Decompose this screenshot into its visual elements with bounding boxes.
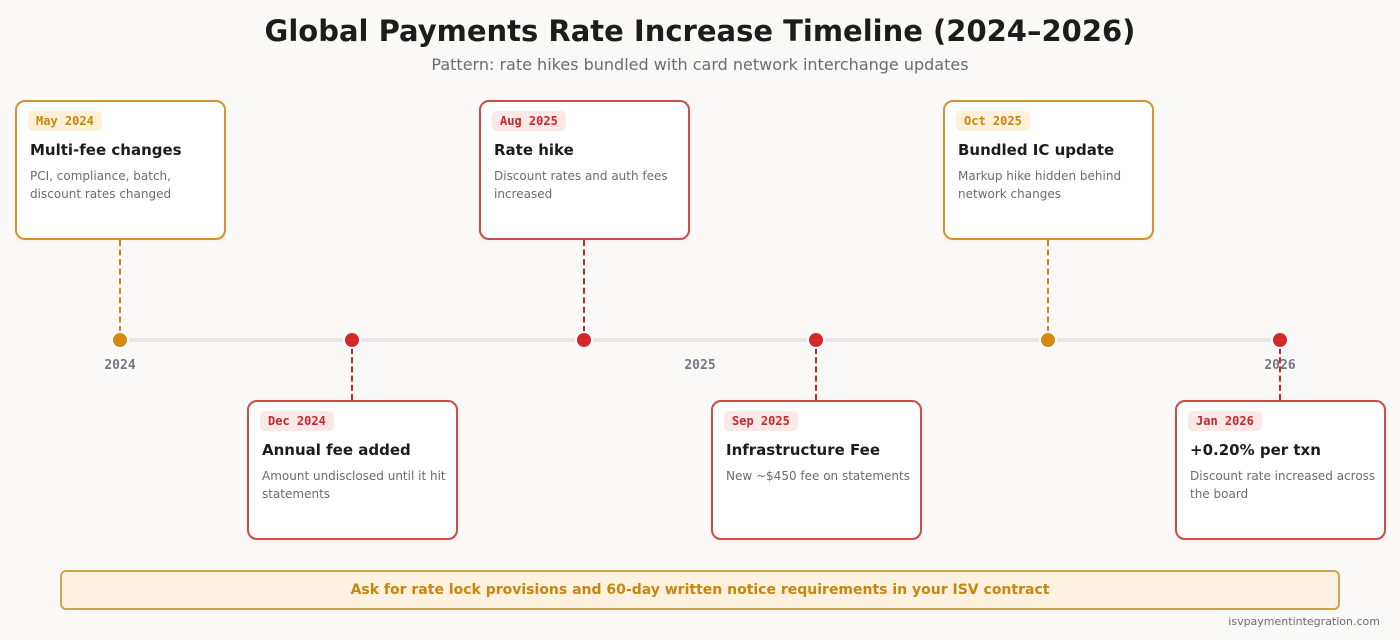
advice-callout: Ask for rate lock provisions and 60-day …: [60, 570, 1340, 610]
event-description: Markup hike hidden behind network change…: [958, 169, 1122, 201]
event-card-sep-2025: Sep 2025 Infrastructure Fee New ~$450 fe…: [711, 400, 922, 540]
source-credit: isvpaymentintegration.com: [1228, 615, 1380, 628]
event-description: New ~$450 fee on statements: [726, 469, 910, 483]
event-title: Infrastructure Fee: [726, 441, 880, 459]
event-date-badge: Dec 2024: [260, 411, 334, 431]
timeline-dot-jan-2026: [1271, 331, 1289, 349]
event-title: Rate hike: [494, 141, 574, 159]
event-description: Discount rate increased across the board: [1190, 469, 1376, 501]
event-date-badge: Jan 2026: [1188, 411, 1262, 431]
event-title: Annual fee added: [262, 441, 411, 459]
year-label-2025: 2025: [684, 358, 716, 373]
event-card-jan-2026: Jan 2026 +0.20% per txn Discount rate in…: [1175, 400, 1386, 540]
event-card-may-2024: May 2024 Multi-fee changes PCI, complian…: [15, 100, 226, 240]
connector-may-2024: [119, 240, 121, 332]
event-card-oct-2025: Oct 2025 Bundled IC update Markup hike h…: [943, 100, 1154, 240]
event-title: +0.20% per txn: [1190, 441, 1321, 459]
timeline-dot-may-2024: [111, 331, 129, 349]
event-title: Bundled IC update: [958, 141, 1115, 159]
connector-oct-2025: [1047, 240, 1049, 332]
connector-sep-2025: [815, 348, 817, 400]
event-date-badge: Oct 2025: [956, 111, 1030, 131]
event-date-badge: Sep 2025: [724, 411, 798, 431]
timeline-dot-aug-2025: [575, 331, 593, 349]
event-date-badge: May 2024: [28, 111, 102, 131]
timeline-dot-dec-2024: [343, 331, 361, 349]
page-title: Global Payments Rate Increase Timeline (…: [264, 14, 1136, 48]
event-description: PCI, compliance, batch, discount rates c…: [30, 169, 172, 201]
timeline-dot-oct-2025: [1039, 331, 1057, 349]
event-card-aug-2025: Aug 2025 Rate hike Discount rates and au…: [479, 100, 690, 240]
event-description: Discount rates and auth fees increased: [494, 169, 668, 201]
connector-jan-2026: [1279, 348, 1281, 400]
timeline-axis: [120, 338, 1280, 342]
connector-dec-2024: [351, 348, 353, 400]
event-description: Amount undisclosed until it hit statemen…: [262, 469, 446, 501]
page-subtitle: Pattern: rate hikes bundled with card ne…: [431, 55, 969, 74]
year-label-2024: 2024: [104, 358, 136, 373]
event-title: Multi-fee changes: [30, 141, 182, 159]
connector-aug-2025: [583, 240, 585, 332]
event-card-dec-2024: Dec 2024 Annual fee added Amount undiscl…: [247, 400, 458, 540]
timeline-dot-sep-2025: [807, 331, 825, 349]
event-date-badge: Aug 2025: [492, 111, 566, 131]
